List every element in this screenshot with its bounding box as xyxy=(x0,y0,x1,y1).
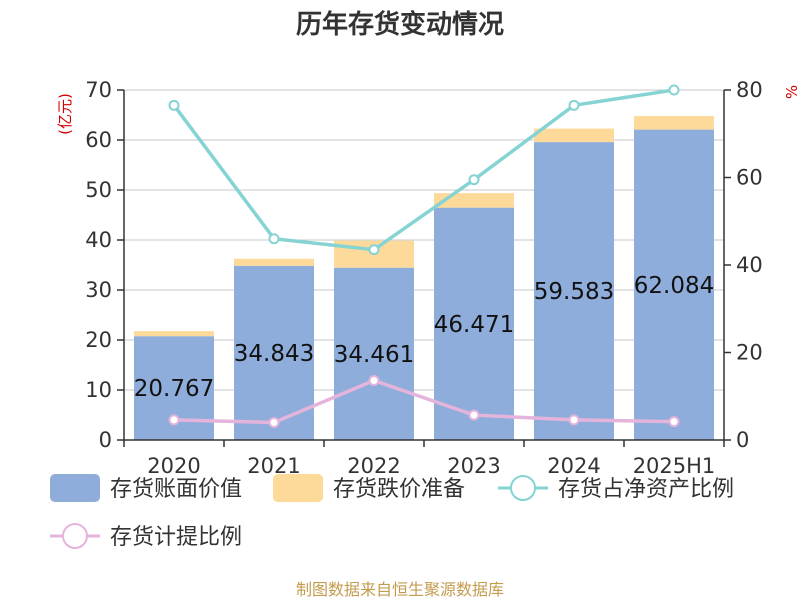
x-tick-label: 2020 xyxy=(147,454,200,478)
left-tick-label: 0 xyxy=(99,428,112,452)
legend-label: 存货占净资产比例 xyxy=(558,477,734,502)
legend-label: 存货跌价准备 xyxy=(333,477,465,502)
bar-value-label: 59.583 xyxy=(534,279,614,305)
line-net-assets-ratio xyxy=(172,88,675,252)
left-tick-label: 30 xyxy=(85,278,112,302)
bar-provision xyxy=(634,116,714,130)
grid-lines xyxy=(124,89,724,391)
left-axis-unit: (亿元) xyxy=(56,93,74,135)
point-provision-ratio xyxy=(668,416,680,428)
bar-value-label: 34.843 xyxy=(234,341,314,367)
legend-swatch xyxy=(50,474,100,502)
bar-book-value xyxy=(334,267,414,440)
line-provision-ratio xyxy=(173,378,675,425)
point-net-assets-ratio xyxy=(168,99,180,111)
right-tick-label: 40 xyxy=(736,253,763,277)
right-axis-unit: % xyxy=(783,85,800,99)
legend-marker xyxy=(510,475,536,501)
point-net-assets-ratio xyxy=(368,244,380,256)
bar-series xyxy=(134,116,714,440)
bar-value-label: 20.767 xyxy=(134,376,214,402)
left-tick-label: 70 xyxy=(85,78,112,102)
left-tick-label: 40 xyxy=(85,228,112,252)
bar-provision xyxy=(134,331,214,337)
line-series xyxy=(168,84,680,428)
legend-label: 存货账面价值 xyxy=(110,477,242,502)
bar-provision xyxy=(434,193,514,208)
chart-title: 历年存货变动情况 xyxy=(296,9,504,40)
point-net-assets-ratio xyxy=(668,84,680,96)
point-provision-ratio xyxy=(468,409,480,421)
point-provision-ratio xyxy=(268,417,280,428)
bar-value-label: 34.461 xyxy=(334,342,414,368)
legend-marker xyxy=(62,523,88,549)
bar-provision xyxy=(234,258,314,266)
point-net-assets-ratio xyxy=(468,174,480,186)
point-net-assets-ratio xyxy=(268,233,280,245)
left-tick-label: 10 xyxy=(85,378,112,402)
bar-value-label: 62.084 xyxy=(634,273,714,299)
legend-item-provision-ratio: 存货计提比例 xyxy=(50,523,242,550)
legend-item-net-assets-ratio: 存货占净资产比例 xyxy=(498,475,734,502)
left-tick-label: 60 xyxy=(85,128,112,152)
legend-label: 存货计提比例 xyxy=(110,525,242,550)
source-note: 制图数据来自恒生聚源数据库 xyxy=(296,580,504,599)
left-tick-label: 50 xyxy=(85,178,112,202)
right-tick-label: 20 xyxy=(736,341,763,365)
point-provision-ratio xyxy=(168,414,180,426)
x-tick-label: 2022 xyxy=(347,454,400,478)
bar-book-value xyxy=(434,207,514,440)
x-tick-label: 2024 xyxy=(547,454,600,478)
x-tick-label: 2025H1 xyxy=(633,454,716,478)
right-tick-label: 60 xyxy=(736,166,763,190)
data-labels: 20.767 34.843 34.461 46.471 59.583 62.084 xyxy=(134,273,714,402)
x-tick-label: 2023 xyxy=(447,454,500,478)
right-tick-label: 80 xyxy=(736,78,763,102)
left-tick-label: 20 xyxy=(85,328,112,352)
bar-book-value xyxy=(534,142,614,440)
right-tick-label: 0 xyxy=(736,428,749,452)
bar-value-label: 46.471 xyxy=(434,312,514,338)
point-provision-ratio xyxy=(368,375,380,386)
point-provision-ratio xyxy=(568,414,580,426)
bar-book-value xyxy=(634,129,714,440)
point-net-assets-ratio xyxy=(568,99,580,111)
legend-item-provision: 存货跌价准备 xyxy=(273,474,465,502)
legend-swatch xyxy=(273,474,323,502)
legend-item-book-value: 存货账面价值 xyxy=(50,474,242,502)
bar-provision xyxy=(534,128,614,143)
